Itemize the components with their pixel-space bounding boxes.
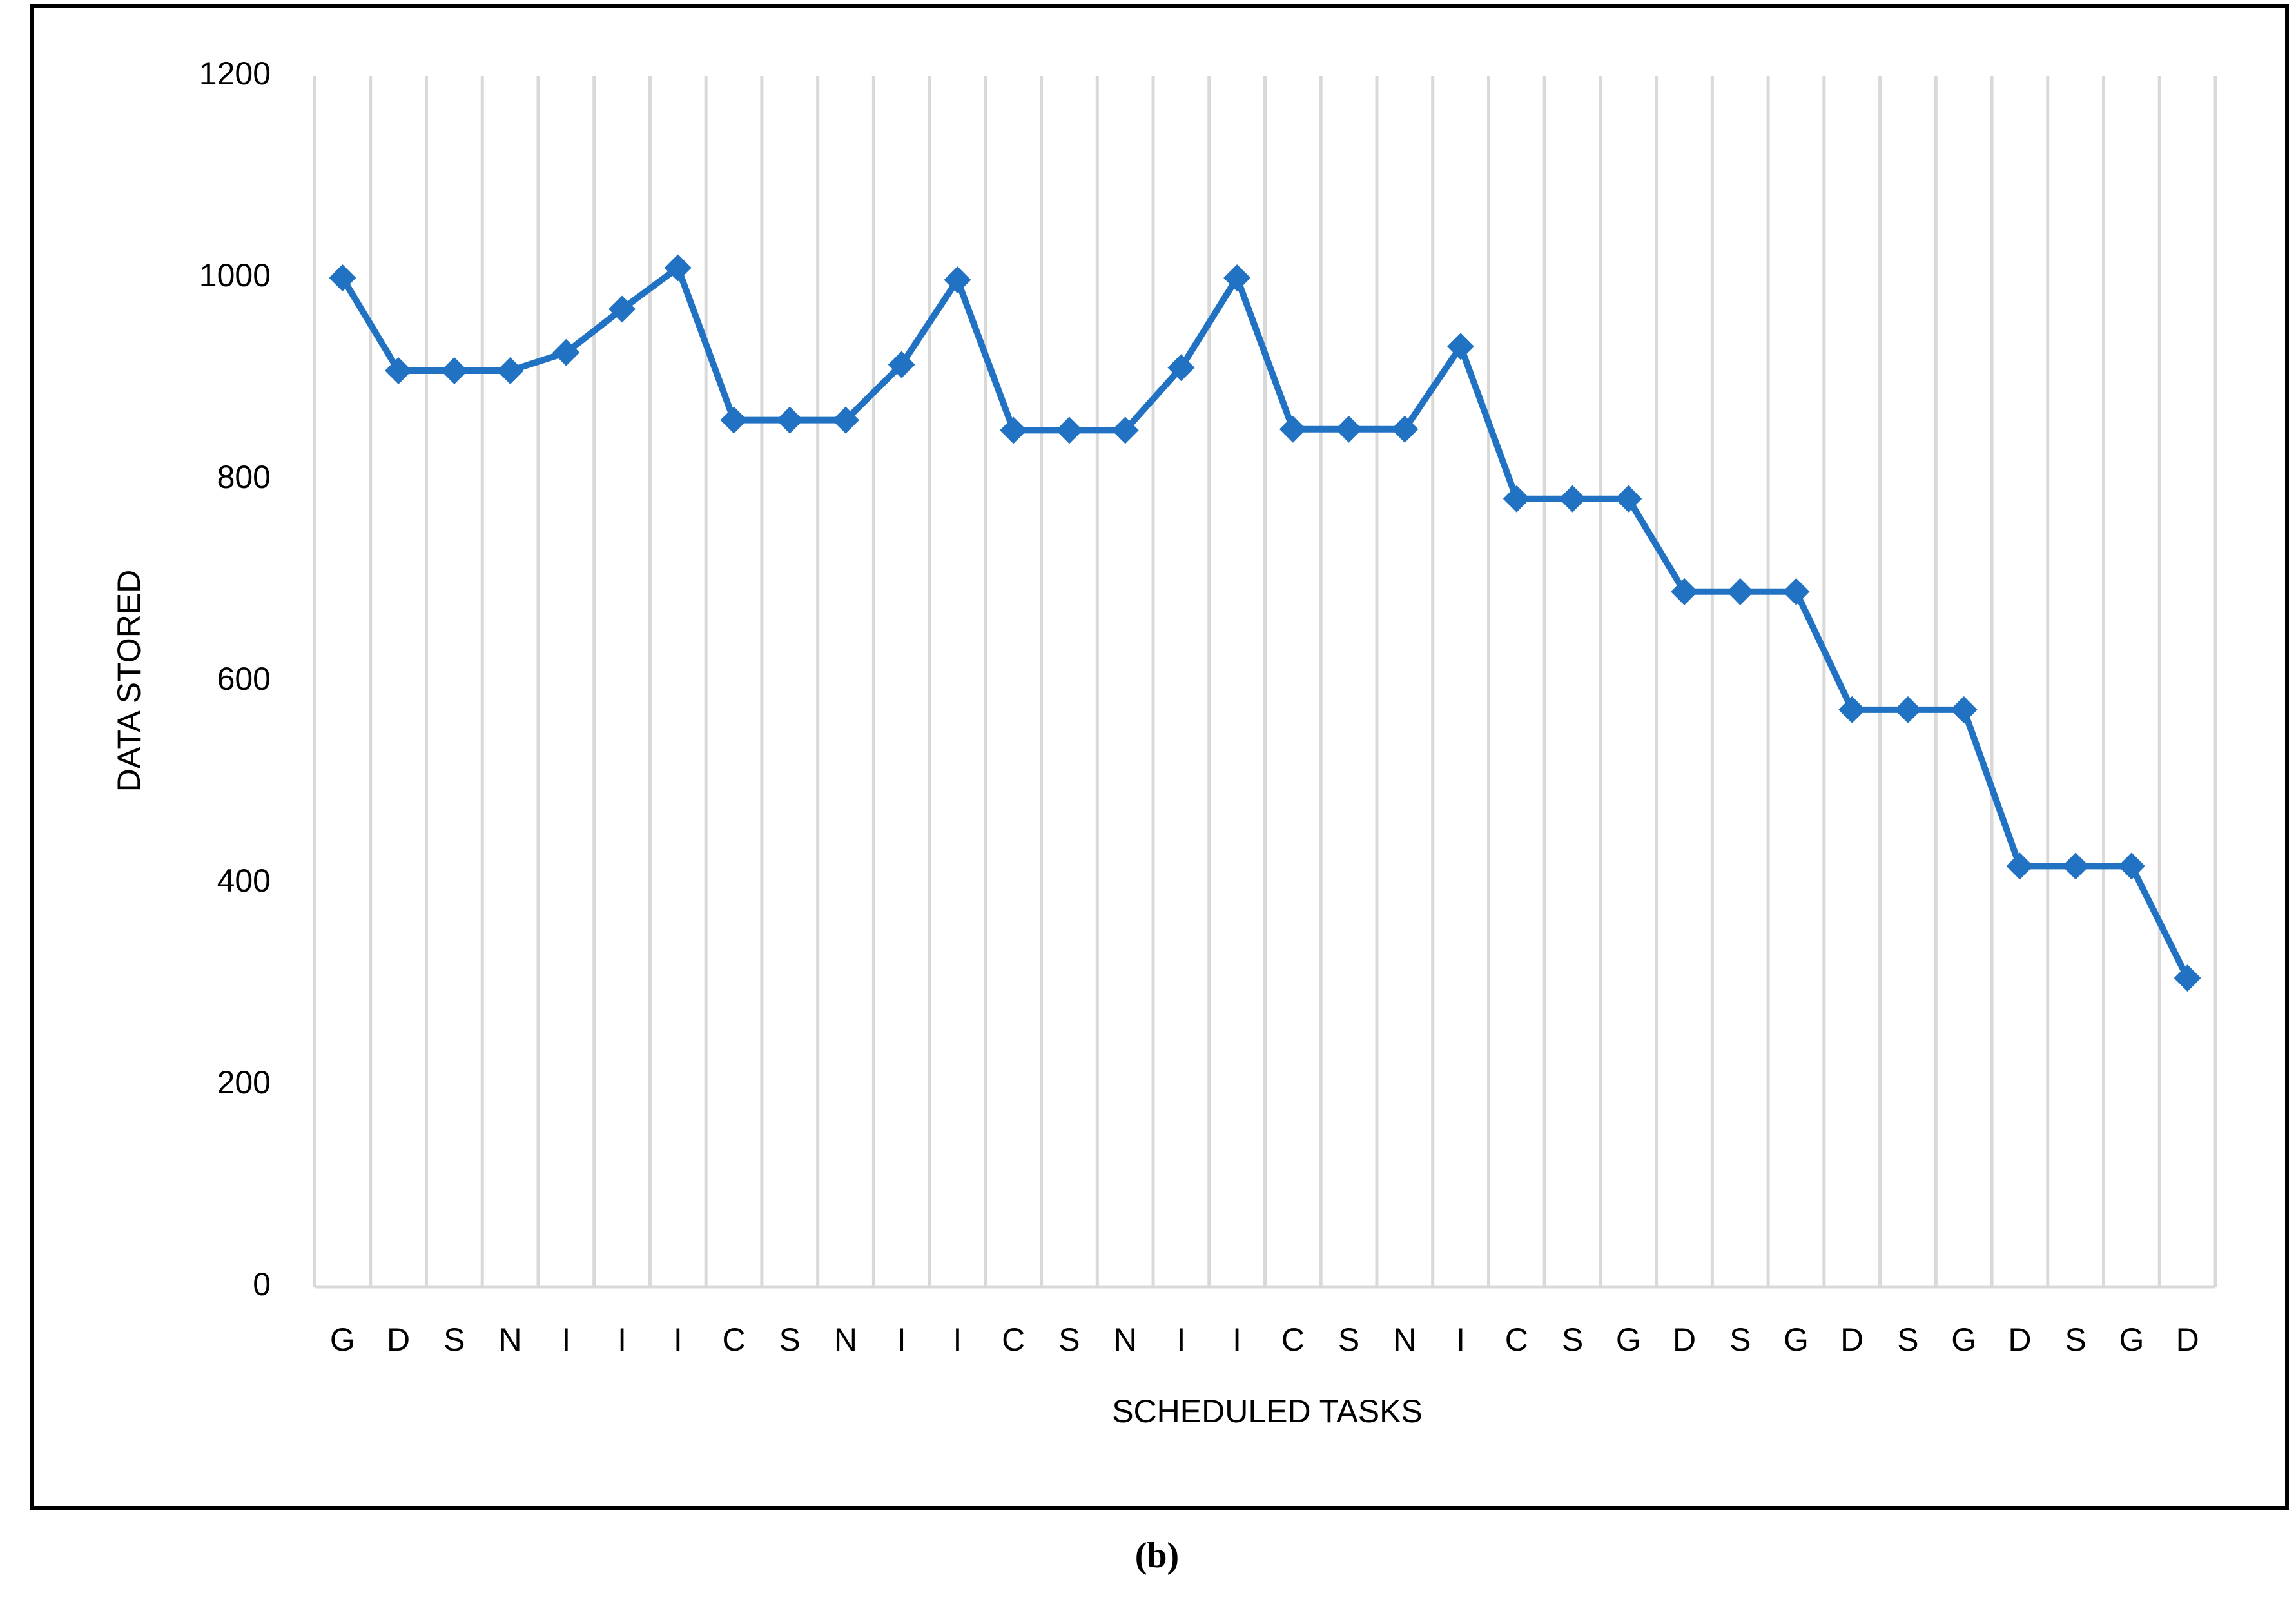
x-tick-label: S [1338,1322,1359,1358]
x-tick-label: I [1456,1322,1465,1358]
x-tick-label: D [1840,1322,1863,1358]
data-point [720,406,748,434]
x-tick-label: I [897,1322,906,1358]
x-tick-label: S [443,1322,465,1358]
x-tick-label: D [1673,1322,1696,1358]
x-tick-label: G [1951,1322,1976,1358]
data-point [1782,578,1810,605]
x-tick-label: I [1232,1322,1241,1358]
x-tick-label: N [499,1322,522,1358]
x-tick-label: S [1897,1322,1918,1358]
x-tick-label: D [2008,1322,2031,1358]
data-line [340,264,2191,980]
data-point [2006,852,2034,880]
y-tick-label: 600 [217,661,271,697]
x-tick-label: C [722,1322,745,1358]
data-point [2062,852,2090,880]
x-tick-label: G [1616,1322,1641,1358]
data-point [1055,416,1083,444]
y-tick-label: 800 [217,459,271,495]
y-tick-label: 1200 [199,55,271,92]
data-point [1894,696,1921,723]
x-tick-label: I [953,1322,962,1358]
caption: (b) [1135,1536,1179,1576]
x-tick-label: D [387,1322,410,1358]
data-point [329,264,356,291]
data-point [944,266,971,294]
data-point [1335,415,1363,443]
data-point [664,254,692,282]
x-tick-label: N [1114,1322,1137,1358]
x-tick-label: N [1393,1322,1416,1358]
data-point [1111,416,1139,444]
data-point [2117,852,2145,880]
x-tick-label: I [618,1322,627,1358]
x-tick-label: S [1058,1322,1080,1358]
y-tick-label: 400 [217,863,271,899]
data-point [552,338,580,366]
x-tick-label: D [2176,1322,2199,1358]
data-point [1838,696,1866,723]
data-point [385,357,413,384]
y-tick-label: 1000 [199,257,271,293]
data-point [1391,415,1419,443]
x-tick-label: S [2065,1322,2086,1358]
x-tick-label: I [1176,1322,1185,1358]
data-point [1503,485,1530,513]
x-tick-label: G [1784,1322,1809,1358]
x-tick-label: C [1002,1322,1025,1358]
y-tick-label: 0 [253,1266,271,1302]
x-tick-label: G [330,1322,355,1358]
y-tick-label: 200 [217,1064,271,1100]
data-point [1279,415,1307,443]
x-tick-label: N [834,1322,857,1358]
x-tick-label: C [1505,1322,1528,1358]
x-tick-label: C [1281,1322,1305,1358]
y-axis-title: DATA STORED [111,570,147,792]
data-point [1726,578,1754,605]
x-tick-label: I [561,1322,570,1358]
chart-frame [30,4,2289,1510]
data-point [1223,264,1251,291]
x-tick-label: S [779,1322,801,1358]
data-point [1671,578,1698,605]
data-point [832,406,859,434]
data-point [1615,485,1642,513]
data-point [776,406,804,434]
data-point [1167,354,1195,382]
x-tick-label: G [2119,1322,2144,1358]
data-point [496,357,524,384]
data-point [1447,333,1475,360]
x-tick-label: S [1729,1322,1751,1358]
data-point [440,357,468,384]
data-point [888,351,915,378]
x-tick-label: S [1562,1322,1583,1358]
data-point [608,295,636,323]
data-point [2174,964,2201,992]
x-tick-label: I [674,1322,683,1358]
data-point [1559,485,1586,513]
data-point [1950,696,1978,723]
x-axis-title: SCHEDULED TASKS [1112,1393,1423,1429]
data-point [1000,416,1027,444]
